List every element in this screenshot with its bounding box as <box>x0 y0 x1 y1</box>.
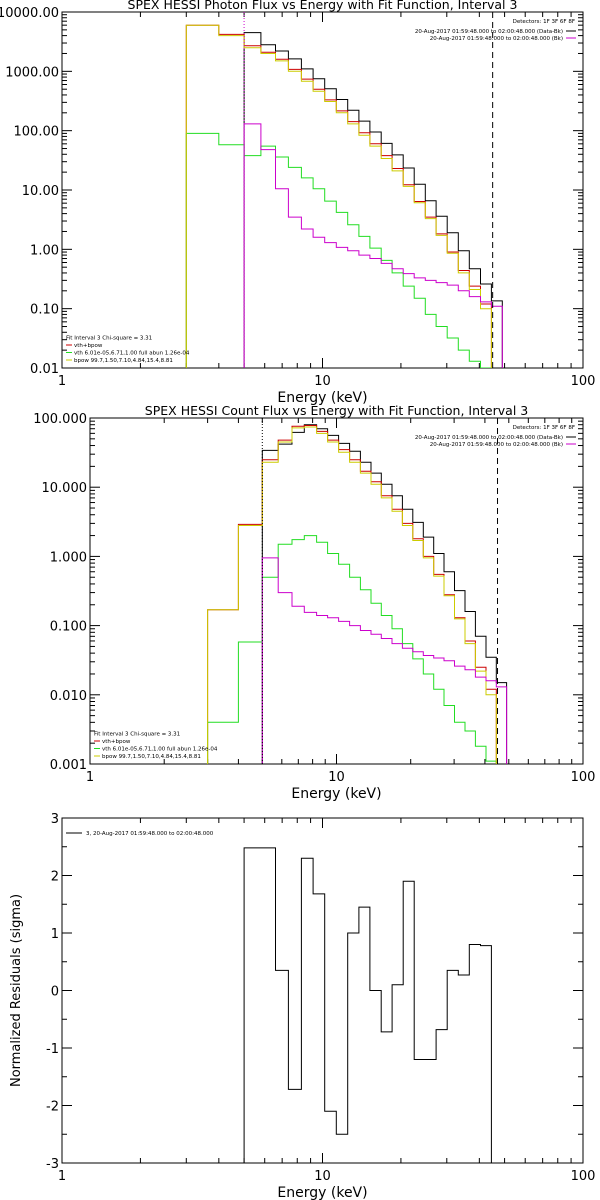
series-line-bpow <box>207 426 497 764</box>
series-line-vth-bpow <box>207 425 497 764</box>
detectors-label: Detectors: 1F 3F 6F 8F <box>513 19 575 25</box>
x-tick-label: 100 <box>571 770 596 785</box>
x-axis-label: Energy (keV) <box>291 786 381 802</box>
x-axis-label: Energy (keV) <box>277 390 367 406</box>
panel-3: 1 10 100 -3 -2 -1 0 1 2 3 Energy (keV) Normalized R… <box>9 812 595 1200</box>
y-tick-label: 0.10 <box>30 303 59 318</box>
series-line-vth-bpow <box>185 24 492 368</box>
y-tick-label: 100.00 <box>14 125 60 140</box>
x-axis-label: Energy (keV) <box>277 1185 367 1200</box>
legend-left-entry: vth 6.01e-05,6.71,1.00 full abun 1.26e-0… <box>102 747 218 753</box>
y-tick-label: 10.000 <box>42 481 88 496</box>
panel-2: 1 10 100 0.001 0.010 0.100 1.000 10.000 100.000 S… <box>33 403 595 802</box>
legend-right-entry: 20-Aug-2017 01:59:48.000 to 02:00:48.000… <box>415 435 563 441</box>
series-line-bk <box>243 123 503 368</box>
y-tick-label: 3 <box>51 812 59 827</box>
y-tick-label: 1000.00 <box>5 65 59 80</box>
x-tick-label: 10 <box>314 374 331 389</box>
legend-left-entry: Fit Interval 3 Chi-square = 3.31 <box>94 732 180 738</box>
plot-frame <box>61 11 584 369</box>
plot-frame <box>61 817 584 1164</box>
x-tick-label: 10 <box>328 770 345 785</box>
legend-right-entry: 20-Aug-2017 01:59:48.000 to 02:00:48.000… <box>430 36 563 42</box>
series-line-bk <box>261 557 508 764</box>
y-tick-label: -1 <box>46 1042 59 1057</box>
chart-title: SPEX HESSI Photon Flux vs Energy with Fi… <box>128 0 518 12</box>
legend-left-entry: vth+bpow <box>74 343 103 349</box>
x-tick-label: 100 <box>571 1169 596 1184</box>
y-tick-label: -3 <box>46 1157 59 1172</box>
y-tick-label: 10000.00 <box>0 6 59 21</box>
series-line-vth <box>207 535 497 764</box>
x-tick-label: 10 <box>314 1169 331 1184</box>
y-tick-label: 0.010 <box>50 689 87 704</box>
x-tick-label: 100 <box>571 374 596 389</box>
legend-left-entry: 3, 20-Aug-2017 01:59:48.000 to 02:00:48.… <box>86 831 214 837</box>
panel-1: 1 10 100 0.01 0.10 1.00 10.00 100.00 1000.00 1000… <box>0 0 595 406</box>
series-line-vth <box>185 132 492 368</box>
series-line-data <box>243 32 503 368</box>
y-tick-label: 1.000 <box>50 550 87 565</box>
y-tick-label: 0.01 <box>30 362 59 377</box>
detectors-label: Detectors: 1F 3F 6F 8F <box>513 425 575 431</box>
plot-frame <box>89 417 584 765</box>
y-axis-label: Normalized Residuals (sigma) <box>9 894 24 1087</box>
series-group <box>207 424 508 764</box>
legend-left-entry: Fit Interval 3 Chi-square = 3.31 <box>66 336 152 342</box>
y-tick-label: 100.000 <box>33 412 87 427</box>
y-tick-label: -2 <box>46 1100 59 1115</box>
series-group <box>185 24 503 368</box>
legend-left-entry: bpow 99.7,1.50,7.10,4.84,15.4,8.81 <box>102 754 201 760</box>
y-tick-label: 10.00 <box>22 184 59 199</box>
legend-left-entry: bpow 99.7,1.50,7.10,4.84,15.4,8.81 <box>74 358 173 364</box>
legend-left-entry: vth 6.01e-05,6.71,1.00 full abun 1.26e-0… <box>74 351 190 357</box>
x-tick-label: 1 <box>58 1169 66 1184</box>
y-tick-label: 2 <box>51 870 59 885</box>
y-tick-label: 1 <box>51 927 59 942</box>
series-line-bpow <box>185 24 492 368</box>
y-tick-label: 0 <box>51 985 59 1000</box>
legend-right-entry: 20-Aug-2017 01:59:48.000 to 02:00:48.000… <box>415 29 563 35</box>
y-tick-label: 0.001 <box>50 758 87 773</box>
y-tick-label: 0.100 <box>50 620 87 635</box>
legend-right-entry: 20-Aug-2017 01:59:48.000 to 02:00:48.000… <box>430 442 563 448</box>
chart-title: SPEX HESSI Count Flux vs Energy with Fit… <box>145 403 528 418</box>
y-tick-label: 1.00 <box>30 243 59 258</box>
series-group <box>243 847 492 1163</box>
series-line-3-20-aug-2017-01-59-48-000-to-02-00-48-000 <box>243 847 492 1163</box>
series-line-data <box>261 424 508 764</box>
legend-left-entry: vth+bpow <box>102 739 131 745</box>
x-tick-label: 1 <box>58 374 66 389</box>
x-tick-label: 1 <box>86 770 94 785</box>
